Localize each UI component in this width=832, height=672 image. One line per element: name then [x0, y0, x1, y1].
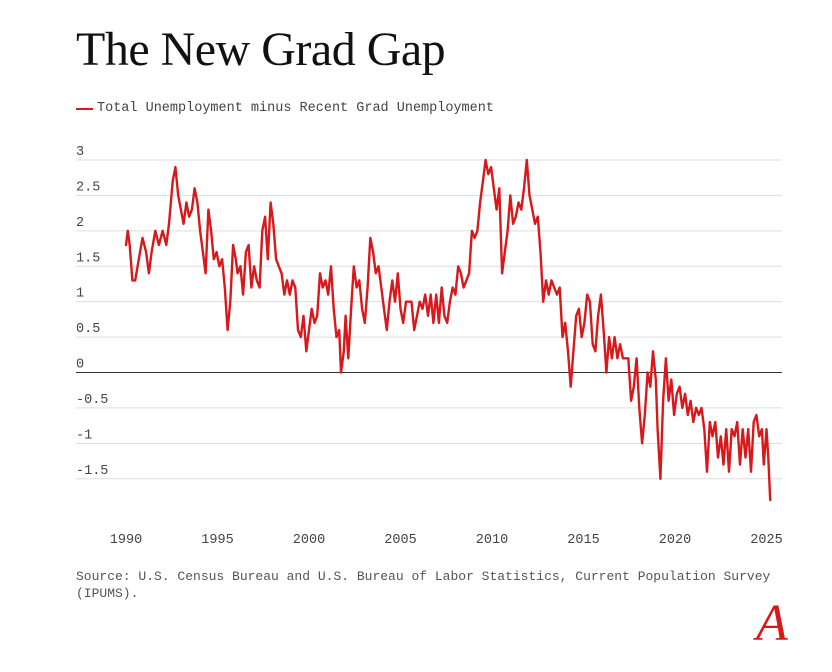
x-axis-tick-labels: 1990 1995 2000 2005 2010 2015 2020 2025	[110, 533, 783, 548]
x-tick-label: 2015	[567, 533, 599, 548]
x-tick-label: 2025	[750, 533, 782, 548]
publisher-logo: A	[756, 595, 788, 652]
x-tick-label: 2020	[659, 533, 691, 548]
x-tick-label: 2010	[476, 533, 508, 548]
legend-label: Total Unemployment minus Recent Grad Une…	[97, 101, 494, 116]
source-note: Source: U.S. Census Bureau and U.S. Bure…	[76, 569, 771, 601]
series-line-total-minus-recent-grad	[124, 158, 772, 502]
y-tick-label: -1.5	[76, 464, 108, 479]
y-tick-label: -1	[76, 428, 92, 443]
legend-swatch	[76, 107, 93, 110]
y-tick-label: -0.5	[76, 393, 108, 408]
chart-title: The New Grad Gap	[76, 23, 446, 76]
line-chart: 3 2.5 2 1.5 1 0.5 0 -0.5 -1 -1.5 1990 1995 2000 2005…	[76, 145, 783, 548]
y-tick-label: 1	[76, 287, 84, 302]
x-tick-label: 1990	[110, 533, 142, 548]
y-tick-label: 3	[76, 145, 84, 160]
x-tick-label: 2000	[293, 533, 325, 548]
y-tick-label: 0.5	[76, 322, 100, 337]
gridlines	[76, 159, 782, 480]
y-tick-label: 0	[76, 358, 84, 373]
y-tick-label: 2.5	[76, 180, 100, 195]
y-axis-tick-labels: 3 2.5 2 1.5 1 0.5 0 -0.5 -1 -1.5	[76, 145, 108, 479]
x-tick-label: 2005	[384, 533, 416, 548]
legend: Total Unemployment minus Recent Grad Une…	[76, 101, 494, 116]
x-tick-label: 1995	[201, 533, 233, 548]
y-tick-label: 1.5	[76, 251, 100, 266]
y-tick-label: 2	[76, 216, 84, 231]
